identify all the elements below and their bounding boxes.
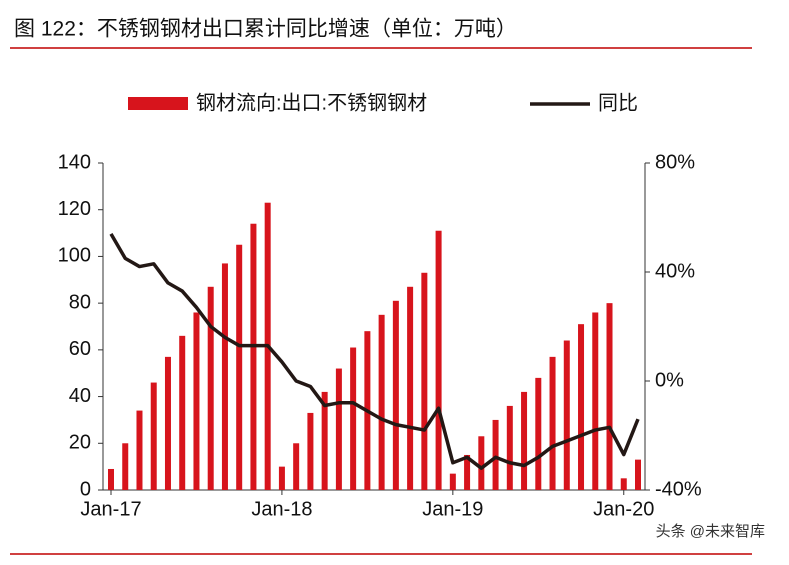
bar (578, 324, 585, 490)
y-tick-label: 140 (58, 151, 91, 173)
bar (150, 382, 157, 490)
bar (435, 230, 442, 490)
legend-swatch (128, 97, 188, 110)
y2-tick-label: 80% (655, 151, 695, 173)
bar (293, 443, 300, 490)
chart-title: 图 122：不锈钢钢材出口累计同比增速（单位：万吨） (14, 18, 517, 41)
bar (250, 223, 257, 490)
bar (478, 436, 485, 490)
bar (635, 459, 641, 490)
x-tick-label: Jan-19 (422, 498, 483, 520)
y-tick-label: 120 (58, 198, 91, 220)
bar (278, 466, 285, 490)
bar (335, 368, 342, 490)
bar (321, 391, 328, 490)
y2-tick-label: 40% (655, 260, 695, 282)
y-tick-label: 0 (80, 478, 91, 500)
bar (378, 314, 385, 490)
bar (108, 468, 114, 490)
legend-label: 同比 (598, 91, 638, 114)
bar (207, 286, 214, 490)
bar (307, 412, 314, 490)
bar (464, 454, 471, 490)
bar (122, 443, 129, 490)
bar (136, 410, 143, 490)
line (109, 232, 640, 470)
bar (221, 263, 228, 490)
bar (164, 356, 171, 490)
bar (620, 478, 627, 490)
bar (421, 272, 428, 490)
bar (193, 312, 200, 490)
bar (606, 303, 613, 490)
y-tick-label: 100 (58, 245, 91, 267)
x-tick-label: Jan-17 (80, 498, 141, 520)
y2-tick-label: 0% (655, 369, 684, 391)
bar (535, 377, 542, 490)
bar (549, 356, 556, 490)
bar (521, 391, 528, 490)
bar (392, 300, 399, 490)
watermark: 头条 @未来智库 (656, 522, 765, 540)
x-tick-label: Jan-20 (593, 498, 654, 520)
bar (179, 335, 186, 490)
bar (350, 347, 357, 490)
x-tick-label: Jan-18 (251, 498, 312, 520)
legend-label: 钢材流向:出口:不锈钢钢材 (196, 91, 427, 114)
bar (492, 419, 499, 490)
y-tick-label: 60 (69, 338, 91, 360)
y-tick-label: 20 (69, 432, 91, 454)
bar (449, 473, 456, 490)
y2-tick-label: -40% (655, 478, 702, 500)
bar (506, 405, 513, 490)
y-tick-label: 80 (69, 291, 91, 313)
bar (592, 312, 599, 490)
y-tick-label: 40 (69, 385, 91, 407)
bar (236, 244, 243, 490)
bar (563, 340, 570, 490)
bar (407, 286, 414, 490)
